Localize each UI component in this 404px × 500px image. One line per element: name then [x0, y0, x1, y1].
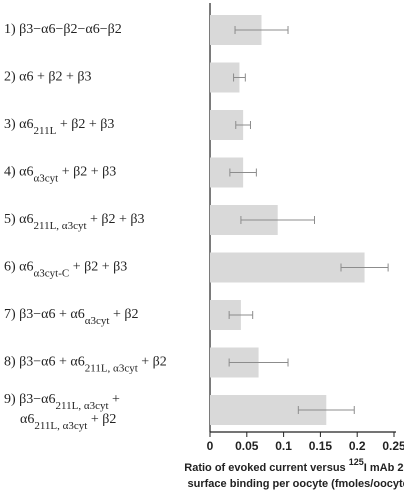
error-bar	[234, 26, 289, 34]
category-label-part: 6) α6	[4, 260, 34, 275]
category-label: 5) α6211L, α3cyt + β2 + β3	[4, 212, 145, 231]
error-bar	[229, 168, 257, 177]
x-tick-label: 0.25	[382, 439, 404, 453]
category-label-part: +	[109, 392, 121, 407]
category-label-part: 8) β3−α6 + α6	[4, 355, 85, 370]
x-axis-title-sup: 125	[349, 457, 364, 467]
category-label: 2) α6 + β2 + β3	[4, 70, 92, 85]
error-bar	[228, 311, 254, 319]
error-bar	[240, 216, 316, 224]
category-label-part: + β2 + β3	[87, 212, 145, 227]
error-bar	[297, 406, 355, 414]
category-label-sub: 211L	[34, 125, 57, 137]
category-label-sub: α3cyt-C	[34, 267, 70, 279]
category-label: 1) β3−α6−β2−α6−β2	[4, 22, 122, 37]
error-bar	[340, 263, 389, 272]
category-label-part: + β2	[138, 355, 167, 370]
category-label-part: 5) α6	[4, 212, 34, 227]
x-tick-label: 0.1	[275, 439, 292, 453]
category-label: 8) β3−α6 + α6211L, α3cyt + β2	[4, 355, 167, 374]
x-axis-title-part: I mAb 295	[364, 462, 404, 474]
category-label-part: 7) β3−α6 + α6	[4, 307, 85, 322]
error-bar	[233, 73, 246, 82]
category-label-sub: 211L, α3cyt	[56, 400, 109, 412]
x-tick-label: 0.05	[235, 439, 259, 453]
category-label: 6) α6α3cyt-C + β2 + β3	[4, 260, 127, 279]
category-label: α6211L, α3cyt + β2	[20, 412, 116, 431]
category-label-part: 3) α6	[4, 117, 34, 132]
category-label-part: 4) α6	[4, 165, 34, 180]
category-label-part: 1) β3−α6−β2−α6−β2	[4, 22, 122, 37]
category-label-part: + β2	[109, 307, 138, 322]
x-tick-label: 0	[207, 439, 214, 453]
error-bar	[235, 121, 251, 129]
category-label: 3) α6211L + β2 + β3	[4, 117, 114, 136]
category-label-part: α6	[20, 412, 34, 427]
category-label-sub: 211L, α3cyt	[34, 220, 87, 232]
category-label: 4) α6α3cyt + β2 + β3	[4, 165, 116, 184]
category-label-sub: 211L, α3cyt	[85, 362, 138, 374]
x-tick-label: 0.2	[349, 439, 366, 453]
error-bar	[228, 358, 289, 367]
x-axis-title: surface binding per oocyte (fmoles/oocyt…	[188, 478, 404, 490]
category-label-part: + β2 + β3	[69, 260, 127, 275]
category-label: 7) β3−α6 + α6α3cyt + β2	[4, 307, 138, 326]
category-label-sub: α3cyt	[85, 315, 110, 327]
bar	[210, 252, 365, 283]
category-label-part: 2) α6 + β2 + β3	[4, 70, 92, 85]
category-label-part: + β2 + β3	[58, 165, 116, 180]
category-label-part: 9) β3−α6	[4, 392, 56, 407]
x-tick-label: 0.15	[309, 439, 333, 453]
category-label-part: + β2 + β3	[56, 117, 114, 132]
x-axis-title-part: Ratio of evoked current versus	[184, 462, 348, 474]
x-axis-title-part: surface binding per oocyte (fmoles/oocyt…	[188, 478, 404, 490]
category-label-part: + β2	[87, 412, 116, 427]
x-axis-title: Ratio of evoked current versus 125I mAb …	[184, 457, 404, 474]
category-label: 9) β3−α6211L, α3cyt +	[4, 392, 120, 411]
category-label-sub: 211L, α3cyt	[34, 420, 87, 432]
category-label-sub: α3cyt	[34, 172, 59, 184]
